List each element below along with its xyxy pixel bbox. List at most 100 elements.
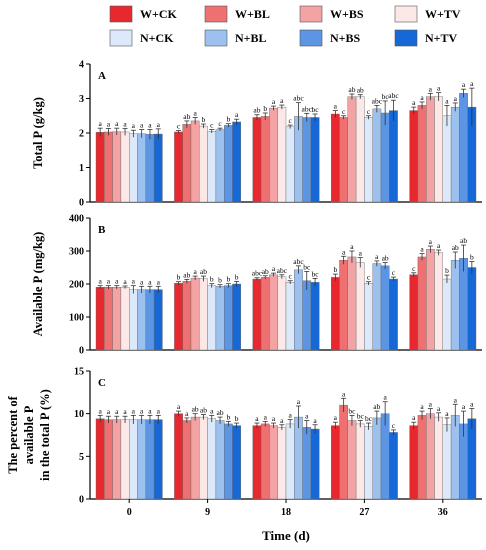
- significance-letter: b: [226, 275, 230, 284]
- significance-letter: a: [429, 237, 433, 246]
- significance-letter: b: [235, 272, 239, 281]
- bar-N+BS-27: [380, 413, 390, 500]
- bar-N+BS-0: [145, 419, 155, 500]
- legend-label: N+CK: [140, 31, 174, 45]
- significance-letter: b: [177, 273, 181, 282]
- significance-letter: a: [437, 241, 441, 250]
- y-axis-title: The percent of: [6, 395, 20, 473]
- bar-N+CK-27: [364, 426, 373, 500]
- bar-N+TV-18: [310, 428, 320, 500]
- significance-letter: ab: [460, 236, 467, 245]
- significance-letter: a: [255, 414, 259, 423]
- legend-label: W+BS: [330, 7, 364, 21]
- bar-W+BL-18: [260, 277, 270, 351]
- y-axis-title: Available P (mg/kg): [31, 232, 45, 337]
- y-tick-label: 4: [79, 60, 84, 71]
- bar-N+CK-36: [442, 278, 452, 351]
- bar-W+CK-0: [95, 287, 105, 351]
- significance-letter: a: [420, 245, 424, 254]
- significance-letter: b: [445, 266, 449, 275]
- significance-letter: a: [445, 96, 449, 105]
- legend-label: W+TV: [425, 7, 461, 21]
- significance-letter: a: [140, 121, 144, 130]
- bar-N+BS-18: [302, 427, 312, 500]
- bar-N+TV-36: [467, 267, 477, 351]
- y-tick-label: 100: [69, 313, 84, 324]
- significance-letter: b: [263, 104, 267, 113]
- bar-N+BL-36: [450, 415, 460, 500]
- significance-letter: a: [210, 406, 214, 415]
- y-axis-title: in the total P (%): [38, 389, 52, 481]
- bar-N+CK-36: [442, 115, 452, 203]
- bar-N+BL-9: [215, 129, 225, 203]
- bar-W+BL-27: [339, 117, 349, 203]
- significance-letter: a: [272, 97, 276, 106]
- bar-W+BL-0: [104, 131, 113, 203]
- significance-letter: ab: [183, 270, 190, 279]
- bar-N+BL-27: [372, 417, 382, 500]
- bar-N+BS-18: [302, 117, 312, 203]
- significance-letter: c: [367, 273, 371, 282]
- significance-letter: a: [313, 416, 317, 425]
- bar-W+TV-36: [434, 416, 444, 500]
- bar-N+BL-27: [372, 108, 382, 203]
- significance-letter: b: [210, 275, 214, 284]
- legend-label: W+CK: [140, 7, 178, 21]
- significance-letter: a: [437, 84, 441, 93]
- bar-W+BS-0: [112, 419, 122, 500]
- bar-W+BL-36: [417, 415, 427, 500]
- significance-letter: a: [334, 102, 338, 111]
- legend-label: N+BS: [330, 31, 361, 45]
- significance-letter: a: [297, 397, 301, 406]
- legend-swatch-W+BL: [204, 5, 228, 23]
- bar-N+BL-36: [450, 106, 460, 203]
- significance-letter: abc: [293, 257, 304, 266]
- bar-W+BL-0: [104, 287, 113, 351]
- significance-letter: c: [412, 264, 416, 273]
- significance-letter: a: [185, 409, 189, 418]
- bar-N+BS-9: [223, 285, 233, 351]
- significance-letter: a: [157, 120, 161, 129]
- significance-letter: a: [157, 277, 161, 286]
- bar-N+BS-18: [302, 280, 312, 351]
- significance-letter: ab: [183, 112, 190, 121]
- bar-W+CK-18: [252, 117, 262, 203]
- significance-letter: a: [193, 108, 197, 117]
- significance-letter: a: [123, 407, 127, 416]
- significance-letter: ab: [200, 406, 207, 415]
- bar-N+CK-18: [285, 423, 295, 500]
- bar-N+CK-9: [207, 285, 217, 351]
- significance-letter: a: [107, 120, 111, 129]
- bar-W+TV-27: [355, 423, 365, 500]
- y-tick-label: 200: [69, 280, 84, 291]
- legend-swatch-N+TV: [394, 29, 418, 47]
- y-tick-label: 5: [79, 452, 84, 463]
- bar-W+BL-27: [339, 260, 349, 351]
- significance-letter: a: [193, 267, 197, 276]
- significance-letter: b: [202, 115, 206, 124]
- significance-letter: a: [132, 277, 136, 286]
- significance-letter: a: [334, 413, 338, 422]
- significance-letter: a: [445, 409, 449, 418]
- bar-W+CK-36: [409, 110, 419, 203]
- significance-letter: a: [288, 411, 292, 420]
- bar-W+BS-9: [190, 416, 200, 500]
- significance-letter: c: [288, 116, 292, 125]
- significance-letter: a: [454, 395, 458, 404]
- significance-letter: a: [98, 119, 102, 128]
- significance-letter: bc: [312, 269, 320, 278]
- significance-letter: a: [420, 402, 424, 411]
- bar-N+CK-18: [285, 126, 295, 203]
- bar-N+BL-0: [137, 289, 147, 351]
- panel-letter: C: [98, 377, 106, 389]
- bar-N+TV-9: [232, 283, 242, 351]
- bar-N+TV-36: [467, 418, 477, 500]
- significance-letter: a: [148, 121, 152, 130]
- bar-W+TV-0: [120, 419, 130, 500]
- significance-letter: b: [333, 265, 337, 274]
- significance-letter: a: [350, 242, 354, 251]
